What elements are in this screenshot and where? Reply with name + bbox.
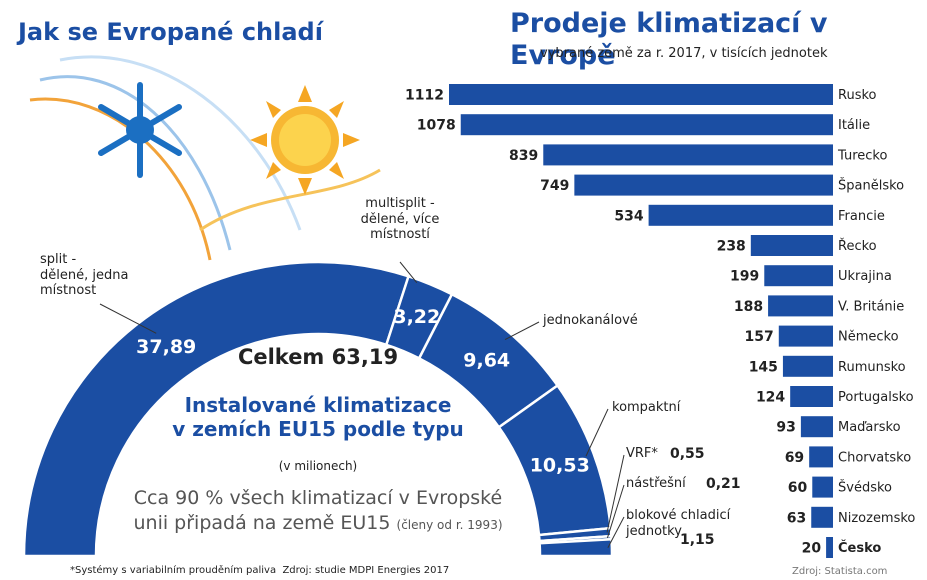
category-label: Česko bbox=[838, 540, 881, 556]
value-label: 124 bbox=[756, 390, 785, 406]
value-label: 9,64 bbox=[463, 349, 510, 371]
value-label: 1078 bbox=[417, 118, 456, 134]
value-label: 3,22 bbox=[393, 306, 440, 328]
bar bbox=[812, 477, 833, 498]
note-block: Cca 90 % všech klimatizací v Evropské un… bbox=[88, 486, 548, 535]
value-label: 0,21 bbox=[706, 476, 741, 493]
category-label: Nizozemsko bbox=[838, 511, 915, 526]
value-label: 69 bbox=[785, 450, 804, 466]
category-label: jednokanálové bbox=[543, 313, 638, 329]
illustration bbox=[30, 57, 380, 260]
category-label: multisplit - dělené, více místností bbox=[360, 196, 440, 243]
value-label: 60 bbox=[788, 480, 808, 496]
bar bbox=[809, 446, 833, 467]
value-label: 199 bbox=[730, 269, 759, 285]
category-label: Rusko bbox=[838, 88, 877, 103]
category-label: Portugalsko bbox=[838, 390, 914, 405]
category-label: Ukrajina bbox=[838, 269, 892, 284]
value-label: 1112 bbox=[405, 88, 444, 104]
value-label: 20 bbox=[802, 541, 822, 557]
bar bbox=[764, 265, 833, 286]
value-label: 534 bbox=[614, 208, 643, 224]
unit-note: (v milionech) bbox=[218, 459, 418, 473]
bar bbox=[779, 326, 833, 347]
donut-title: Jak se Evropané chladí bbox=[18, 18, 323, 47]
bar-subtitle: vybrané země za r. 2017, v tisících jedn… bbox=[540, 46, 828, 62]
bar bbox=[826, 537, 833, 558]
note-small: (členy od r. 1993) bbox=[397, 518, 503, 532]
donut-subtitle: Instalované klimatizace v zemích EU15 po… bbox=[118, 393, 518, 441]
category-label: split - dělené, jedna místnost bbox=[40, 252, 128, 299]
bar bbox=[461, 114, 833, 135]
footnote: *Systémy s variabilním prouděním paliva … bbox=[70, 565, 449, 577]
category-label: Chorvatsko bbox=[838, 450, 911, 465]
value-label: 188 bbox=[734, 299, 763, 315]
value-label: 238 bbox=[717, 239, 746, 255]
bar bbox=[768, 295, 833, 316]
source: Zdroj: Statista.com bbox=[792, 566, 887, 578]
category-label: Švédsko bbox=[838, 480, 892, 496]
category-label: Řecko bbox=[838, 238, 877, 254]
value-label: 1,15 bbox=[680, 532, 715, 549]
value-label: 63 bbox=[787, 510, 806, 526]
bar bbox=[801, 416, 833, 437]
value-label: 749 bbox=[540, 178, 569, 194]
donut-segment bbox=[540, 539, 612, 556]
category-label: blokové chladicí jednotky bbox=[626, 508, 730, 539]
category-label: V. Británie bbox=[838, 299, 904, 314]
value-label: 157 bbox=[745, 329, 774, 345]
bar bbox=[449, 84, 833, 105]
value-label: 93 bbox=[776, 420, 795, 436]
bar bbox=[783, 356, 833, 377]
category-label: Rumunsko bbox=[838, 360, 906, 375]
category-label: Maďarsko bbox=[838, 420, 901, 435]
bar-title: Prodeje klimatizací v Evropě bbox=[510, 8, 927, 73]
bar bbox=[543, 144, 833, 165]
category-label: Německo bbox=[838, 330, 899, 345]
category-label: Francie bbox=[838, 209, 885, 224]
value-label: 0,55 bbox=[670, 446, 705, 463]
bar bbox=[790, 386, 833, 407]
bar bbox=[574, 175, 833, 196]
donut-total: Celkem 63,19 bbox=[168, 345, 468, 370]
leader-line bbox=[586, 409, 608, 456]
bar bbox=[649, 205, 833, 226]
category-label: nástřešní bbox=[626, 476, 686, 492]
leader-line bbox=[505, 322, 539, 340]
value-label: 10,53 bbox=[530, 454, 590, 476]
value-label: 145 bbox=[749, 359, 778, 375]
bar bbox=[811, 507, 833, 528]
category-label: Turecko bbox=[837, 148, 887, 163]
bar bbox=[751, 235, 833, 256]
infographic: 37,893,229,6410,531112Rusko1078Itálie839… bbox=[0, 0, 927, 580]
category-label: kompaktní bbox=[612, 400, 680, 416]
value-label: 839 bbox=[509, 148, 538, 164]
category-label: VRF* bbox=[626, 446, 658, 462]
category-label: Španělsko bbox=[838, 178, 904, 194]
category-label: Itálie bbox=[838, 118, 870, 133]
